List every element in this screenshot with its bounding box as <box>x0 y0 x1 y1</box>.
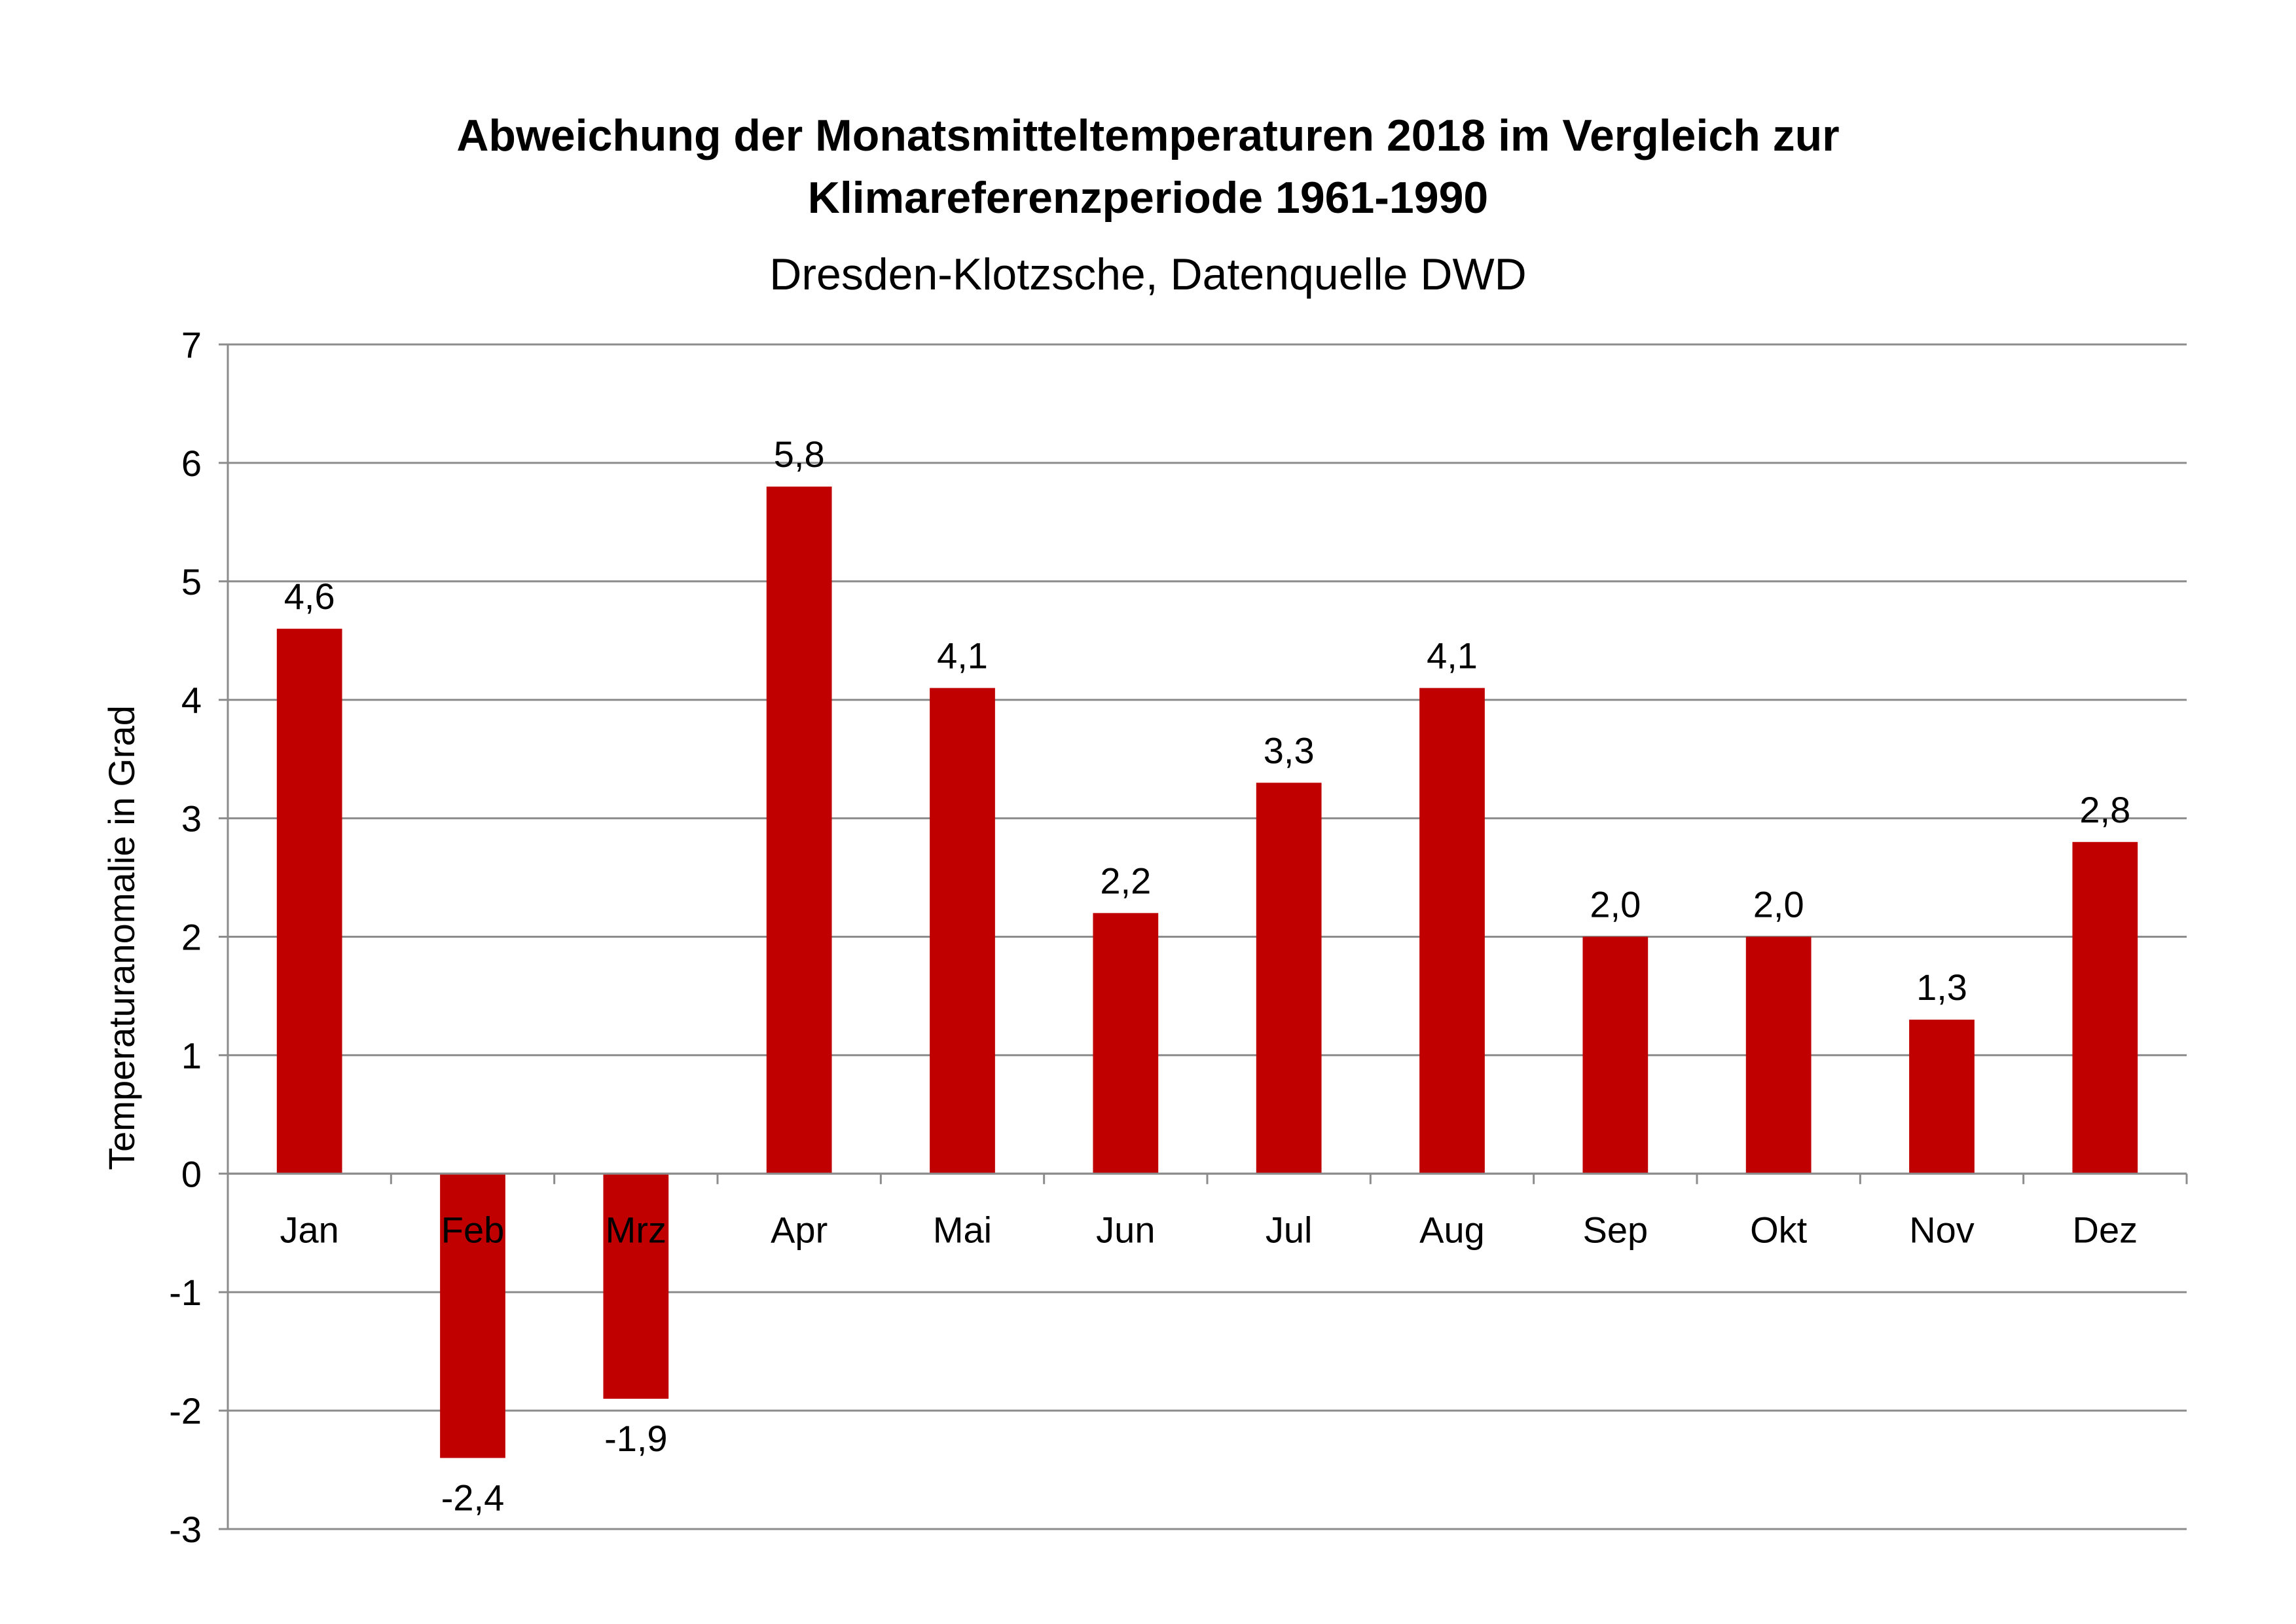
data-label-aug: 4,1 <box>1427 635 1478 676</box>
bar-okt <box>1745 936 1812 1174</box>
x-tick-label: Mrz <box>606 1209 666 1250</box>
bar-jan <box>276 629 342 1174</box>
bar-dez <box>2072 841 2138 1174</box>
y-tick-label: 4 <box>181 680 202 721</box>
bar-feb <box>440 1173 505 1458</box>
x-tick-label: Aug <box>1419 1209 1485 1250</box>
x-tick-label: Dez <box>2073 1209 2138 1250</box>
data-label-apr: 5,8 <box>774 434 825 475</box>
data-label-jan: 4,6 <box>284 576 335 617</box>
labels: 7 6 5 4 3 2 1 0 -1 -2 -3 4,6 -2,4 -1,9 5,8 4,1 2,2 3,3 4,1… <box>169 324 2138 1550</box>
data-label-feb: -2,4 <box>441 1477 505 1518</box>
axes <box>227 344 2188 1529</box>
y-axis-label: Temperaturanomalie in Grad <box>101 705 142 1170</box>
data-label-nov: 1,3 <box>1916 967 1967 1008</box>
y-tick-label: 1 <box>181 1035 202 1076</box>
bar-mai <box>930 688 995 1174</box>
bar-jul <box>1256 783 1322 1174</box>
bar-sep <box>1582 936 1649 1174</box>
y-tick-label: 3 <box>181 798 202 840</box>
data-label-dez: 2,8 <box>2079 789 2130 830</box>
y-tick-label: 2 <box>181 917 202 958</box>
y-tick-label: -2 <box>169 1390 202 1431</box>
y-tick-label: 5 <box>181 561 202 602</box>
data-label-okt: 2,0 <box>1753 884 1804 925</box>
y-tick-label: 0 <box>181 1153 202 1194</box>
data-label-mrz: -1,9 <box>604 1418 668 1459</box>
x-tick-label: Feb <box>441 1209 505 1250</box>
x-tick-label: Okt <box>1750 1209 1808 1250</box>
chart-title-line-1: Abweichung der Monatsmitteltemperaturen … <box>456 111 1840 160</box>
y-tick-label: -3 <box>169 1509 202 1550</box>
bar-mrz <box>603 1173 669 1399</box>
bar-jun <box>1093 913 1159 1174</box>
chart-title-line-2: Klimareferenzperiode 1961-1990 <box>807 173 1489 223</box>
bar-nov <box>1909 1020 1975 1174</box>
x-tick-label: Jan <box>280 1209 339 1250</box>
x-tick-label: Jun <box>1096 1209 1155 1250</box>
chart-title: Abweichung der Monatsmitteltemperaturen … <box>0 105 2296 229</box>
data-label-mai: 4,1 <box>937 635 988 676</box>
x-tick-label: Sep <box>1583 1209 1649 1250</box>
x-tick-label: Jul <box>1266 1209 1313 1250</box>
bar-apr <box>766 487 832 1174</box>
y-tick-label: -1 <box>169 1272 202 1313</box>
data-label-jun: 2,2 <box>1100 860 1151 901</box>
x-tick-label: Nov <box>1909 1209 1975 1250</box>
x-tick-label: Apr <box>771 1209 828 1250</box>
gridlines <box>219 343 2187 1530</box>
bars <box>276 487 2138 1458</box>
chart-subtitle: Dresden-Klotzsche, Datenquelle DWD <box>769 249 1527 299</box>
data-label-sep: 2,0 <box>1590 884 1641 925</box>
data-label-jul: 3,3 <box>1264 729 1315 771</box>
x-tick-label: Mai <box>933 1209 992 1250</box>
y-tick-label: 6 <box>181 443 202 484</box>
bar-aug <box>1419 688 1485 1174</box>
y-tick-label: 7 <box>181 324 202 365</box>
